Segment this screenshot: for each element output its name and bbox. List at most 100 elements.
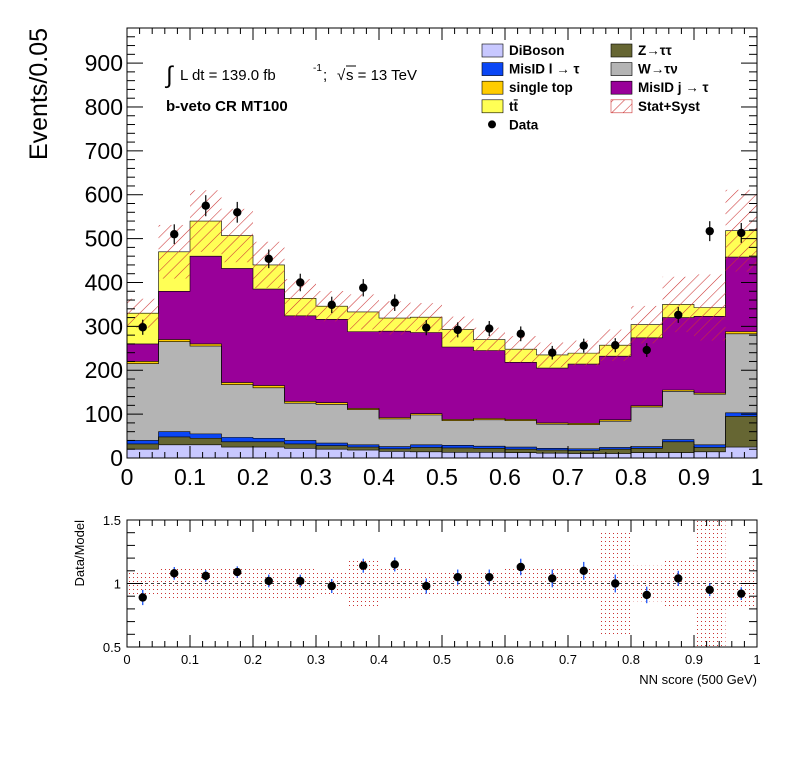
ratio-point-2 — [201, 571, 210, 581]
bar-4-5 — [284, 401, 316, 404]
data-point-19 — [737, 228, 746, 238]
x-tick-label-3: 0.3 — [300, 464, 332, 490]
y-tick-label-4: 400 — [85, 269, 123, 295]
stack-edge-4 — [127, 331, 757, 424]
ratio-x-axis-label: NN score (500 GeV) — [639, 672, 757, 687]
bar-5-11 — [473, 350, 505, 419]
data-point-4 — [264, 254, 273, 263]
stack-edge-2 — [127, 412, 757, 450]
ratio-point-14 — [579, 566, 588, 575]
bar-1-4 — [253, 441, 285, 448]
bar-2-15 — [599, 447, 631, 450]
ratio-x-tick-label-8: 0.8 — [622, 652, 640, 667]
bar-3-11 — [473, 419, 505, 447]
bar-0-13 — [536, 453, 568, 458]
bar-0-11 — [473, 452, 505, 458]
data-point-14 — [579, 341, 588, 350]
bar-5-1 — [158, 291, 190, 340]
uncertainty-band-11 — [473, 327, 505, 352]
legend-label-7: Stat+Syst — [638, 99, 700, 114]
y-tick-label-9: 900 — [85, 50, 123, 76]
uncertainty-band-18 — [694, 274, 726, 341]
bar-0-7 — [347, 450, 379, 458]
bar-5-6 — [316, 319, 348, 403]
data-point-13 — [548, 348, 557, 357]
bar-0-19 — [725, 447, 757, 458]
bar-0-5 — [284, 448, 316, 458]
bar-3-5 — [284, 403, 316, 441]
bar-2-17 — [662, 439, 694, 442]
lumi-exponent: -1 — [313, 63, 322, 74]
data-point-17 — [674, 310, 683, 320]
bar-2-2 — [190, 433, 222, 439]
legend-label-8: Data — [509, 117, 539, 132]
bar-2-0 — [127, 440, 159, 444]
ratio-point-1 — [170, 569, 179, 578]
y-tick-label-7: 700 — [85, 138, 123, 164]
data-point-8 — [390, 298, 399, 307]
bar-2-4 — [253, 438, 285, 442]
bar-4-8 — [379, 417, 411, 419]
bar-5-8 — [379, 331, 411, 418]
bar-3-2 — [190, 346, 222, 434]
bar-3-9 — [410, 415, 442, 445]
ratio-point-5 — [296, 576, 305, 586]
bar-5-5 — [284, 315, 316, 402]
bar-0-18 — [694, 451, 726, 458]
bar-4-12 — [505, 419, 537, 421]
x-tick-label-1: 0.1 — [174, 464, 206, 490]
bar-4-11 — [473, 418, 505, 420]
lumi-integral: ∫ — [164, 62, 174, 89]
bar-0-9 — [410, 451, 442, 458]
legend-label-3: W→τν — [638, 62, 678, 77]
bar-5-14 — [568, 364, 600, 424]
data-point-9 — [422, 323, 431, 332]
bar-3-14 — [568, 424, 600, 449]
bar-4-3 — [221, 382, 253, 385]
ratio-y-axis-label: Data/Model — [72, 520, 87, 587]
data-point-15 — [611, 341, 620, 350]
bar-1-5 — [284, 443, 316, 449]
bar-2-5 — [284, 440, 316, 444]
ratio-point-9 — [422, 581, 431, 591]
ratio-x-tick-label-6: 0.6 — [496, 652, 514, 667]
ratio-x-tick-label-9: 0.9 — [685, 652, 703, 667]
bar-3-7 — [347, 409, 379, 445]
bar-3-12 — [505, 420, 537, 448]
y-tick-label-5: 500 — [85, 226, 123, 252]
bar-1-12 — [505, 449, 537, 453]
legend-swatch-7 — [610, 99, 633, 114]
y-tick-label-1: 100 — [85, 401, 123, 427]
bar-4-7 — [347, 408, 379, 410]
bar-2-6 — [316, 443, 348, 446]
ratio-y-tick-label-2: 1.5 — [103, 513, 121, 528]
bar-5-3 — [221, 268, 253, 383]
legend-swatch-3 — [610, 62, 633, 76]
bar-4-13 — [536, 422, 568, 425]
bar-4-17 — [662, 389, 694, 392]
bar-5-12 — [505, 362, 537, 420]
ratio-point-18 — [705, 585, 714, 595]
bar-1-10 — [442, 447, 474, 453]
data-point-12 — [516, 329, 525, 339]
bar-3-0 — [127, 363, 159, 441]
bar-2-11 — [473, 446, 505, 449]
bar-5-2 — [190, 256, 222, 344]
bar-5-13 — [536, 368, 568, 423]
ratio-point-19 — [737, 589, 746, 598]
ratio-point-4 — [264, 576, 273, 586]
bar-4-14 — [568, 423, 600, 425]
uncertainty-band-7 — [347, 294, 379, 330]
data-point-3 — [233, 208, 242, 217]
ratio-y-tick-label-0: 0.5 — [103, 640, 121, 655]
lumi-separator: ; — [323, 67, 327, 84]
bar-1-2 — [190, 438, 222, 445]
bar-2-10 — [442, 445, 474, 448]
data-point-2 — [201, 201, 210, 210]
legend-marker-8 — [488, 120, 496, 129]
legend-label-2: MisID l → τ — [509, 62, 580, 77]
legend-swatch-5 — [610, 80, 633, 95]
legend-swatch-6 — [481, 99, 504, 114]
bar-5-4 — [253, 289, 285, 386]
bar-3-6 — [316, 404, 348, 444]
